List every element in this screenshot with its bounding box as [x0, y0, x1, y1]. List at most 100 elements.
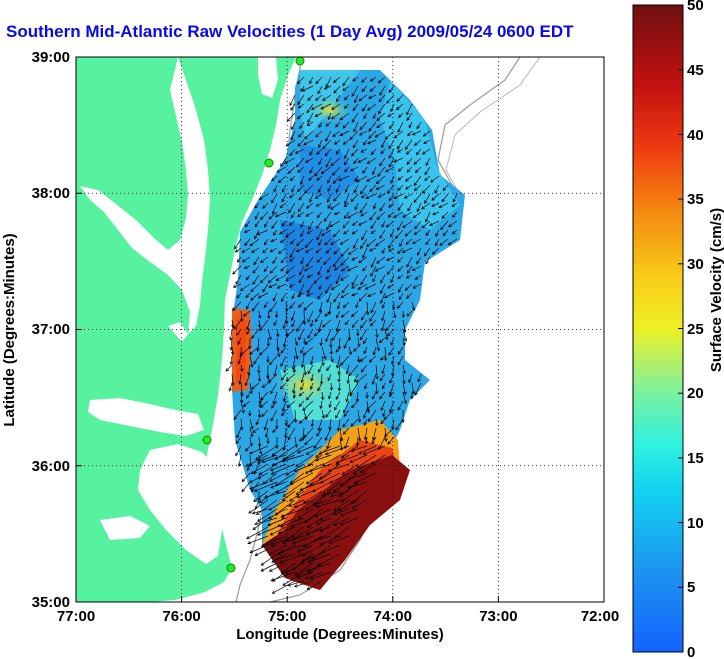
- velocity-arrow-head: [239, 353, 243, 357]
- velocity-arrow: [285, 229, 296, 238]
- velocity-arrow-head: [250, 426, 254, 430]
- velocity-arrow-head: [367, 293, 371, 298]
- velocity-arrow: [388, 346, 395, 356]
- velocity-arrow: [381, 364, 386, 374]
- velocity-arrow: [334, 499, 350, 511]
- velocity-arrow: [318, 184, 323, 193]
- velocity-arrow: [264, 418, 269, 430]
- velocity-arrow: [393, 193, 404, 199]
- velocity-arrow-head: [296, 80, 301, 85]
- velocity-arrow-head: [351, 152, 355, 157]
- velocity-arrow-head: [287, 170, 292, 174]
- velocity-arrow: [312, 481, 332, 492]
- velocity-arrow: [268, 499, 287, 511]
- velocity-arrow-head: [269, 532, 274, 536]
- velocity-arrow-head: [339, 513, 344, 517]
- velocity-arrow-head: [316, 433, 320, 437]
- velocity-arrow-head: [339, 522, 344, 526]
- velocity-arrow: [408, 121, 413, 128]
- velocity-arrow: [247, 463, 251, 471]
- velocity-arrow: [273, 184, 278, 193]
- velocity-arrow-head: [366, 160, 371, 164]
- velocity-arrow: [416, 256, 422, 264]
- velocity-arrow-head: [422, 133, 427, 137]
- velocity-arrow-head: [256, 518, 261, 522]
- velocity-arrow-head: [416, 151, 420, 156]
- velocity-arrow-head: [331, 172, 336, 176]
- velocity-arrow-head: [327, 116, 331, 121]
- velocity-arrow-head: [305, 213, 310, 217]
- velocity-arrow: [301, 553, 323, 562]
- velocity-arrow-head: [268, 284, 273, 288]
- velocity-arrow-head: [321, 362, 325, 367]
- velocity-arrow: [327, 112, 332, 120]
- velocity-arrow: [271, 445, 287, 456]
- velocity-arrow-head: [259, 451, 263, 455]
- velocity-arrow-head: [275, 489, 280, 493]
- velocity-arrow: [251, 301, 260, 312]
- velocity-arrow: [349, 454, 368, 463]
- velocity-arrow-head: [379, 92, 383, 96]
- colorbar-tick-label: 40: [687, 127, 704, 144]
- velocity-arrow-head: [314, 457, 319, 462]
- velocity-arrow: [307, 526, 332, 535]
- velocity-arrow-head: [266, 343, 271, 347]
- velocity-arrow-head: [254, 456, 259, 460]
- velocity-arrow: [424, 175, 431, 181]
- velocity-arrow: [269, 472, 287, 482]
- velocity-arrow: [351, 112, 359, 123]
- velocity-arrow-head: [270, 238, 275, 243]
- velocity-arrow: [368, 121, 377, 132]
- velocity-arrow: [326, 436, 332, 449]
- velocity-arrow-head: [244, 242, 248, 247]
- velocity-arrow-head: [404, 287, 409, 291]
- velocity-arrow: [347, 481, 368, 489]
- velocity-arrow: [302, 400, 314, 411]
- velocity-arrow: [330, 346, 332, 355]
- velocity-arrow: [305, 211, 314, 217]
- velocity-arrow: [344, 157, 350, 165]
- velocity-arrow-head: [233, 326, 238, 330]
- velocity-arrow: [295, 148, 305, 154]
- velocity-arrow-head: [369, 188, 373, 193]
- velocity-arrow-head: [291, 323, 295, 328]
- velocity-arrow-head: [303, 142, 307, 146]
- velocity-arrow-head: [430, 179, 434, 183]
- velocity-arrow: [348, 346, 352, 355]
- velocity-arrow: [378, 76, 386, 84]
- velocity-arrow-head: [393, 134, 398, 139]
- velocity-arrow-head: [252, 269, 256, 274]
- velocity-arrow-head: [314, 113, 319, 117]
- velocity-arrow: [325, 283, 332, 294]
- velocity-arrow: [324, 85, 332, 90]
- velocity-arrow-head: [353, 99, 358, 104]
- velocity-arrow-head: [407, 207, 411, 212]
- velocity-arrow-head: [367, 107, 371, 111]
- velocity-arrow: [376, 211, 386, 220]
- velocity-arrow-head: [277, 179, 282, 183]
- velocity-arrow: [304, 409, 314, 420]
- velocity-arrow: [371, 436, 377, 444]
- velocity-arrow-head: [413, 161, 418, 165]
- velocity-arrow: [360, 148, 368, 153]
- velocity-arrow-head: [309, 199, 313, 203]
- velocity-arrow: [259, 193, 269, 200]
- velocity-arrow-head: [244, 223, 249, 228]
- velocity-arrow-head: [376, 124, 380, 129]
- velocity-arrow-head: [272, 429, 276, 433]
- velocity-arrow-head: [314, 195, 319, 199]
- x-tick-label: 74:00: [374, 608, 412, 625]
- velocity-arrow-head: [340, 262, 344, 267]
- velocity-arrow-head: [340, 268, 345, 272]
- velocity-arrow: [279, 202, 287, 209]
- velocity-arrow: [425, 211, 431, 222]
- velocity-arrow: [390, 274, 395, 283]
- velocity-arrow-head: [335, 314, 339, 319]
- velocity-arrow: [382, 409, 386, 417]
- velocity-arrow-head: [334, 406, 338, 411]
- velocity-arrow: [319, 301, 323, 313]
- velocity-arrow: [271, 553, 287, 563]
- velocity-arrow: [280, 292, 287, 302]
- velocity-arrow-head: [310, 106, 315, 111]
- radar-site-marker: [202, 435, 212, 445]
